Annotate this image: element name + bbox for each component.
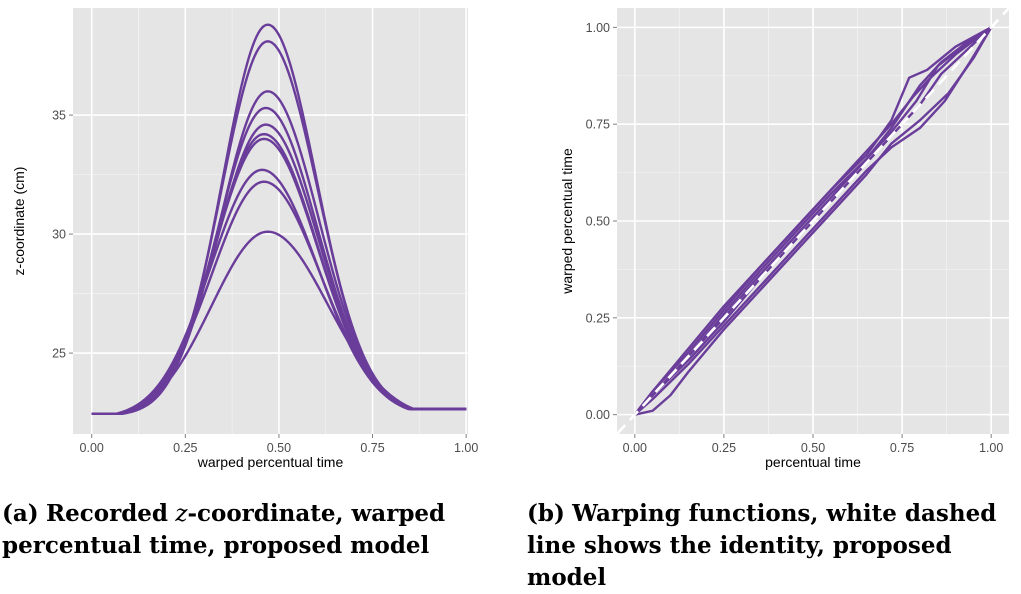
y-tick-label: 0.50: [586, 215, 610, 229]
x-tick-label: 0.75: [890, 441, 914, 455]
y-tick-label: 0.25: [586, 311, 610, 325]
x-tick-label: 1.00: [979, 441, 1003, 455]
y-tick-label: 0.00: [586, 408, 610, 422]
x-tick-label: 0.00: [623, 441, 647, 455]
x-tick-label: 0.25: [712, 441, 736, 455]
plot-b: 0.00 0.25 0.50 0.75 1.00 0.00 0.25 0.50 0.75 1.00…: [559, 8, 1009, 470]
warping-function-4: [634, 26, 993, 416]
y-tick-label: 25: [52, 347, 66, 361]
caption-b: (b) Warping functions, white dashed line…: [527, 498, 1021, 594]
warping-function-5: [634, 26, 993, 416]
series-line-9: [91, 180, 467, 415]
plot-a: 0.00 0.25 0.50 0.75 1.00 25 30 35 warped percent…: [11, 8, 478, 470]
series-line-10: [91, 230, 467, 415]
plot-background: [73, 8, 468, 434]
caption-a: (a) Recorded z-coordinate, warped percen…: [2, 498, 482, 562]
y-tick-label: 0.75: [586, 118, 610, 132]
caption-b-text: Warping functions, white dashed line sho…: [527, 500, 997, 591]
x-tick-label: 0.50: [267, 441, 291, 455]
x-axis-title: warped percentual time: [197, 454, 344, 470]
x-axis-title: percentual time: [765, 454, 861, 470]
caption-a-variable: z: [175, 501, 188, 527]
caption-a-rest: -coordinate, warped percentual time, pro…: [2, 500, 446, 559]
caption-a-label: (a): [2, 500, 39, 527]
y-axis-title: warped percentual time: [559, 148, 575, 295]
y-tick-label: 35: [52, 109, 66, 123]
y-tick-label: 1.00: [586, 21, 610, 35]
series-layer: [617, 8, 1009, 434]
series-layer: [91, 23, 467, 415]
x-tick-label: 1.00: [454, 441, 478, 455]
x-tick-label: 0.75: [360, 441, 384, 455]
caption-a-text: Recorded: [45, 500, 168, 527]
caption-b-label: (b): [527, 500, 565, 527]
x-tick-label: 0.00: [80, 441, 104, 455]
identity-line: [617, 8, 1009, 434]
y-tick-label: 30: [52, 228, 66, 242]
figure-canvas: 0.00 0.25 0.50 0.75 1.00 25 30 35 warped percent…: [11, 8, 1009, 470]
x-tick-label: 0.50: [801, 441, 825, 455]
y-axis-title: z-coordinate (cm): [11, 167, 27, 276]
x-tick-label: 0.25: [173, 441, 197, 455]
